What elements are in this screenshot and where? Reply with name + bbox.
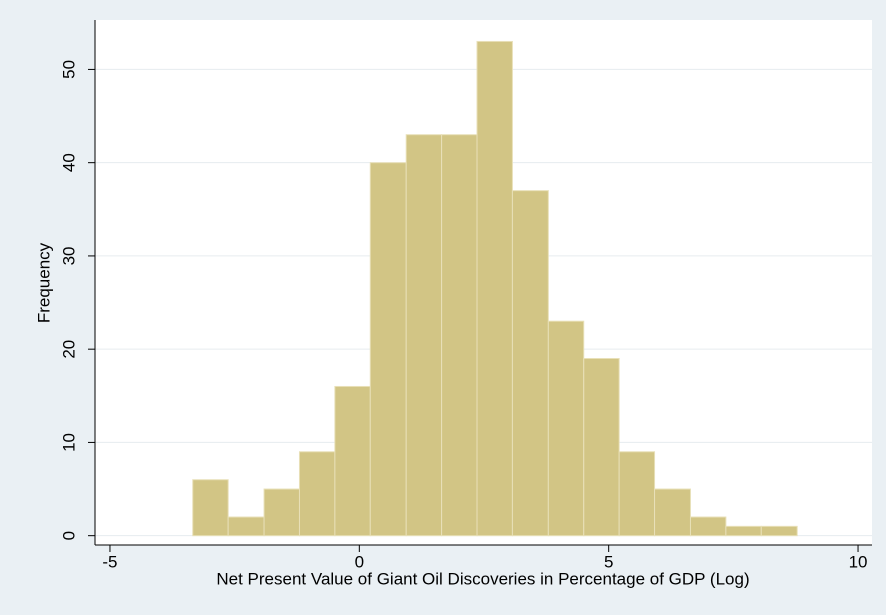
bar: [689, 516, 727, 537]
bar: [654, 488, 691, 537]
bar: [547, 320, 585, 537]
x-tick-label: 0: [355, 552, 364, 571]
bar: [369, 162, 407, 537]
y-tick-label: 30: [59, 246, 78, 265]
y-tick-label: 0: [59, 531, 78, 540]
bar: [725, 525, 762, 537]
x-tick-label: 10: [849, 552, 868, 571]
bar: [583, 357, 620, 537]
bar: [192, 479, 229, 537]
bar: [334, 385, 371, 537]
y-tick-label: 20: [59, 340, 78, 359]
bar: [263, 488, 300, 537]
bar: [227, 516, 265, 537]
y-tick-label: 40: [59, 153, 78, 172]
bar: [298, 451, 336, 537]
x-tick-label: 5: [604, 552, 613, 571]
bar: [405, 134, 443, 537]
y-axis-title: Frequency: [34, 242, 53, 323]
x-axis-title: Net Present Value of Giant Oil Discoveri…: [216, 569, 749, 588]
bar: [618, 451, 656, 537]
y-tick-label: 50: [59, 60, 78, 79]
y-tick-label: 10: [59, 433, 78, 452]
x-tick-label: -5: [102, 552, 117, 571]
bar: [476, 40, 513, 537]
bar: [760, 525, 798, 537]
bar: [511, 190, 549, 537]
bar: [441, 134, 478, 537]
